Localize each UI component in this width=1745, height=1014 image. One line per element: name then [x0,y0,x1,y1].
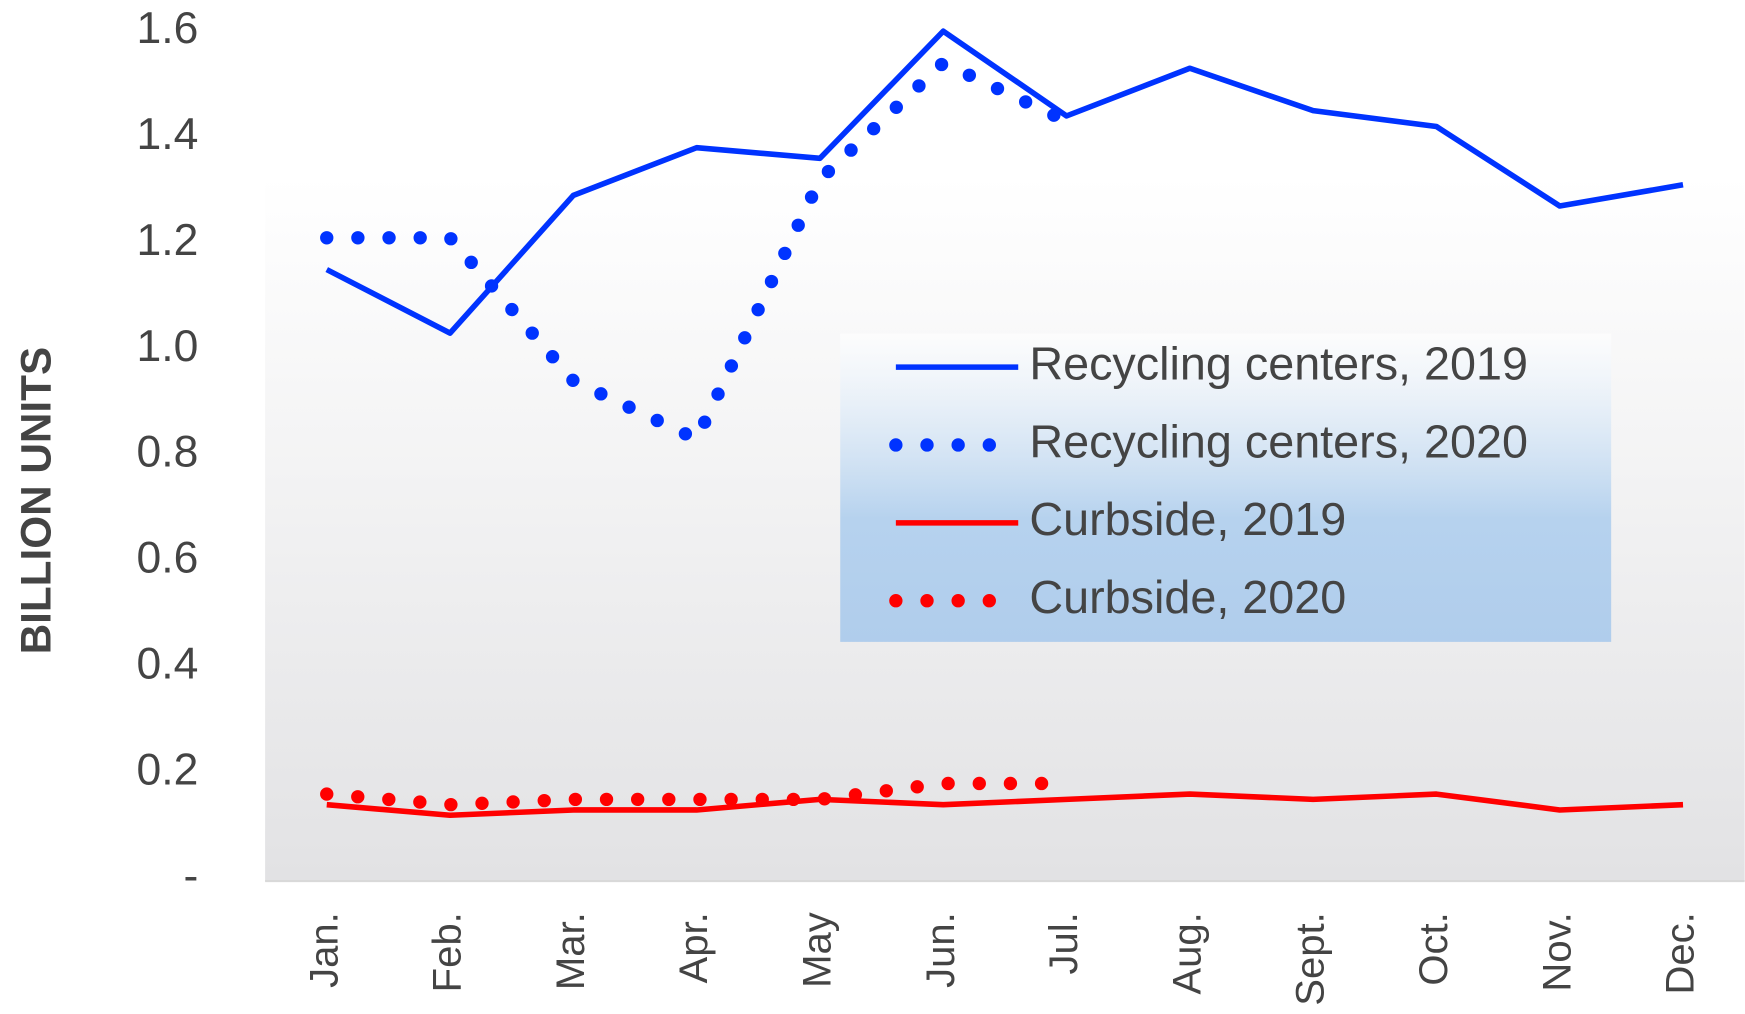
series-line [325,28,1684,336]
y-tick-label: 0.4 [137,640,199,689]
x-tick-label: Oct. [1412,912,1456,985]
series-line [320,776,1074,812]
x-tick-label: Nov. [1535,912,1579,991]
legend-background [840,333,1612,642]
y-tick-label: 0.2 [137,746,199,795]
x-tick-label: Feb. [426,912,470,992]
y-tick-label: - [184,852,199,901]
x-tick-label: May [796,912,840,988]
y-tick-label: 0.6 [137,534,199,583]
x-tick-label: Aug. [1165,912,1209,994]
y-tick-label: 1.4 [137,110,199,159]
x-tick-label: Jul. [1042,912,1086,974]
y-tick-label: 1.6 [137,4,199,53]
x-tick-label: Sept. [1289,912,1333,1005]
x-tick-label: Dec. [1659,912,1703,994]
legend-label: Curbside, 2019 [1029,493,1346,545]
legend-label: Recycling centers, 2020 [1029,415,1528,467]
series-line [326,791,1684,819]
legend: Recycling centers, 2019 Recycling centers… [889,337,1528,623]
y-tick-label: 0.8 [137,428,199,477]
series-line [320,54,1074,448]
x-tick-label: Jun. [919,912,963,988]
legend-label: Recycling centers, 2019 [1029,337,1528,389]
plot [320,28,1684,819]
y-tick-label: 1.0 [137,322,199,371]
x-tick-label: Mar. [549,912,593,990]
legend-label: Curbside, 2020 [1029,571,1346,623]
x-tick-label: Apr. [672,912,716,983]
y-axis-label: BILLION UNITS [12,347,59,655]
y-tick-label: 1.2 [137,216,199,265]
x-tick-label: Jan. [302,912,346,988]
